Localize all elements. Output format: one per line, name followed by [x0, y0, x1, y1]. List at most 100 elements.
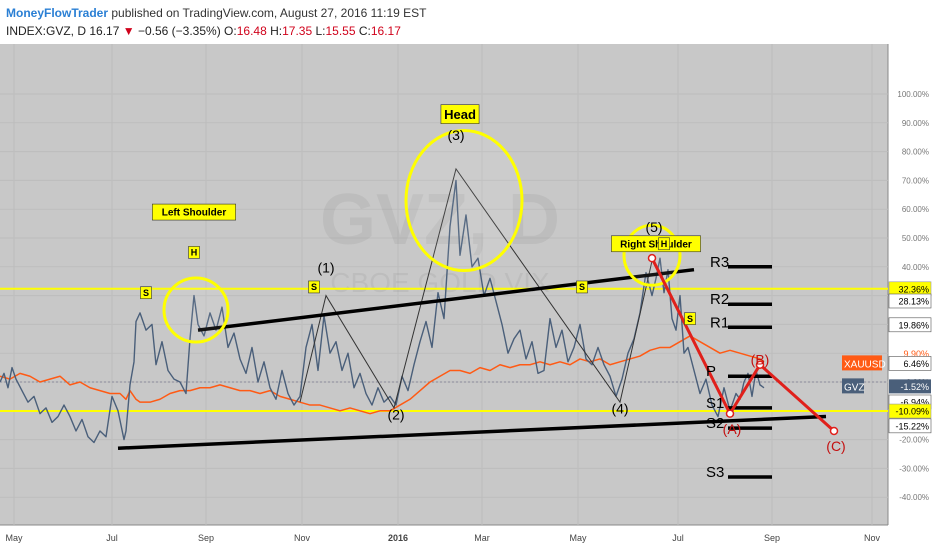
- badge-head: Head: [440, 104, 480, 124]
- axis-value-text: 32.36%: [898, 284, 929, 294]
- abc-forecast: [647, 253, 839, 436]
- close-label: C:: [358, 24, 371, 38]
- highlight-circle: [404, 129, 524, 273]
- axis-value-box: [888, 317, 932, 333]
- badge-text: S: [311, 282, 317, 292]
- gvz-series: [0, 179, 765, 444]
- pivot-levels: [728, 265, 772, 479]
- y-tick-label: 70.00%: [902, 176, 929, 185]
- forecast-point: [829, 426, 839, 436]
- change-value: −0.56 (−3.35%): [137, 24, 221, 38]
- axis-value-text: -10.09%: [895, 407, 929, 417]
- lower-trendline: [117, 414, 827, 450]
- level-label: R2: [710, 291, 729, 308]
- badge-box: [658, 237, 670, 251]
- axis-value-label: 28.13%: [888, 293, 932, 309]
- y-tick-label: 90.00%: [902, 119, 929, 128]
- badge-box: [576, 280, 588, 294]
- author-link[interactable]: MoneyFlowTrader: [6, 6, 109, 20]
- open-value: 16.48: [236, 24, 267, 38]
- y-tick-label: -30.00%: [899, 464, 929, 473]
- series-tag-box: [842, 355, 882, 371]
- badge-text: Right Shoulder: [620, 239, 692, 250]
- series-tag-gvz: GVZ: [842, 378, 865, 394]
- badge-box: [308, 280, 320, 294]
- publish-info: published on TradingView.com, August 27,…: [111, 6, 427, 20]
- badge-text: H: [661, 239, 668, 249]
- axis-value-label: -1.52%: [889, 379, 931, 394]
- low-label: L:: [315, 24, 326, 38]
- axis-value-text: 9.90%: [903, 349, 929, 359]
- series-tag-text: XAUUSD: [844, 359, 886, 370]
- y-tick-label: 40.00%: [902, 263, 929, 272]
- gvz-line: [0, 179, 765, 444]
- xauusd-series: [0, 335, 765, 415]
- badge-box: [440, 104, 480, 124]
- badge-s: S: [308, 280, 320, 294]
- wave-label: (1): [317, 260, 334, 276]
- axis-value-label: 32.36%: [888, 281, 932, 297]
- axis-value-label: -15.22%: [888, 418, 932, 434]
- x-tick-label: May: [5, 533, 23, 543]
- badge-text: S: [143, 288, 149, 298]
- badge-text: Left Shoulder: [162, 208, 227, 219]
- badge-box: [188, 246, 200, 259]
- forecast-point: [647, 253, 657, 263]
- axis-value-text: -15.22%: [895, 421, 929, 431]
- badge-box: [152, 203, 237, 221]
- badge-s: S: [140, 286, 152, 300]
- axis-value-box: [888, 356, 932, 371]
- neckline: [197, 267, 695, 332]
- series-tag-box: [842, 378, 864, 394]
- badge-h: H: [188, 246, 200, 259]
- wave-label: (A): [723, 421, 742, 437]
- level-label: S1: [706, 395, 724, 412]
- wave-label: (C): [826, 438, 845, 454]
- axis-value-text: -1.52%: [900, 382, 929, 392]
- axis-value-box: [888, 403, 932, 419]
- level-label: S2: [706, 415, 724, 432]
- y-tick-label: 60.00%: [902, 205, 929, 214]
- highlight-circle: [162, 276, 230, 344]
- series-tag-xauusd: XAUUSD: [842, 355, 886, 371]
- low-value: 15.55: [325, 24, 356, 38]
- axis-value-text: 19.86%: [898, 320, 929, 330]
- badge-right-shoulder: Right Shoulder: [611, 235, 701, 253]
- level-label: R3: [710, 254, 729, 271]
- forecast-point: [755, 360, 765, 369]
- x-tick-label: Jul: [106, 533, 118, 543]
- wave-label: (5): [645, 219, 662, 235]
- axis-value-label: 6.46%: [888, 356, 932, 371]
- plot-background: [0, 44, 888, 525]
- badge-s: S: [576, 280, 588, 294]
- y-tick-label: 80.00%: [902, 148, 929, 157]
- last-price: 16.17: [89, 24, 120, 38]
- badge-left-shoulder: Left Shoulder: [152, 203, 237, 221]
- level-label: R1: [710, 314, 729, 331]
- high-label: H:: [270, 24, 283, 38]
- close-value: 16.17: [370, 24, 401, 38]
- x-tick-label: 2016: [388, 533, 408, 543]
- x-tick-label: Jul: [672, 533, 684, 543]
- trend-lines: [117, 267, 827, 450]
- wave-label: (B): [751, 352, 770, 368]
- level-label: P: [706, 363, 716, 380]
- axis-value-text: 6.46%: [903, 359, 929, 369]
- badge-text: S: [579, 282, 585, 292]
- down-arrow-icon: ▼: [122, 24, 135, 38]
- x-tick-label: Mar: [474, 533, 490, 543]
- x-axis-ticks: May Jul Sep Nov 2016 Mar May Jul Sep Nov: [5, 533, 880, 543]
- x-tick-label: Sep: [198, 533, 214, 543]
- chart-header: MoneyFlowTrader published on TradingView…: [0, 0, 932, 44]
- axis-value-text: -6.94%: [900, 397, 929, 407]
- publish-line: MoneyFlowTrader published on TradingView…: [6, 6, 426, 20]
- level-label: S3: [706, 464, 724, 481]
- axis-value-box: [889, 379, 931, 394]
- x-tick-label: Nov: [864, 533, 881, 543]
- axis-value-label: -10.09%: [888, 403, 932, 419]
- axis-value-box: [888, 293, 932, 309]
- axis-value-box: [888, 418, 932, 434]
- wave-label: (2): [387, 406, 404, 422]
